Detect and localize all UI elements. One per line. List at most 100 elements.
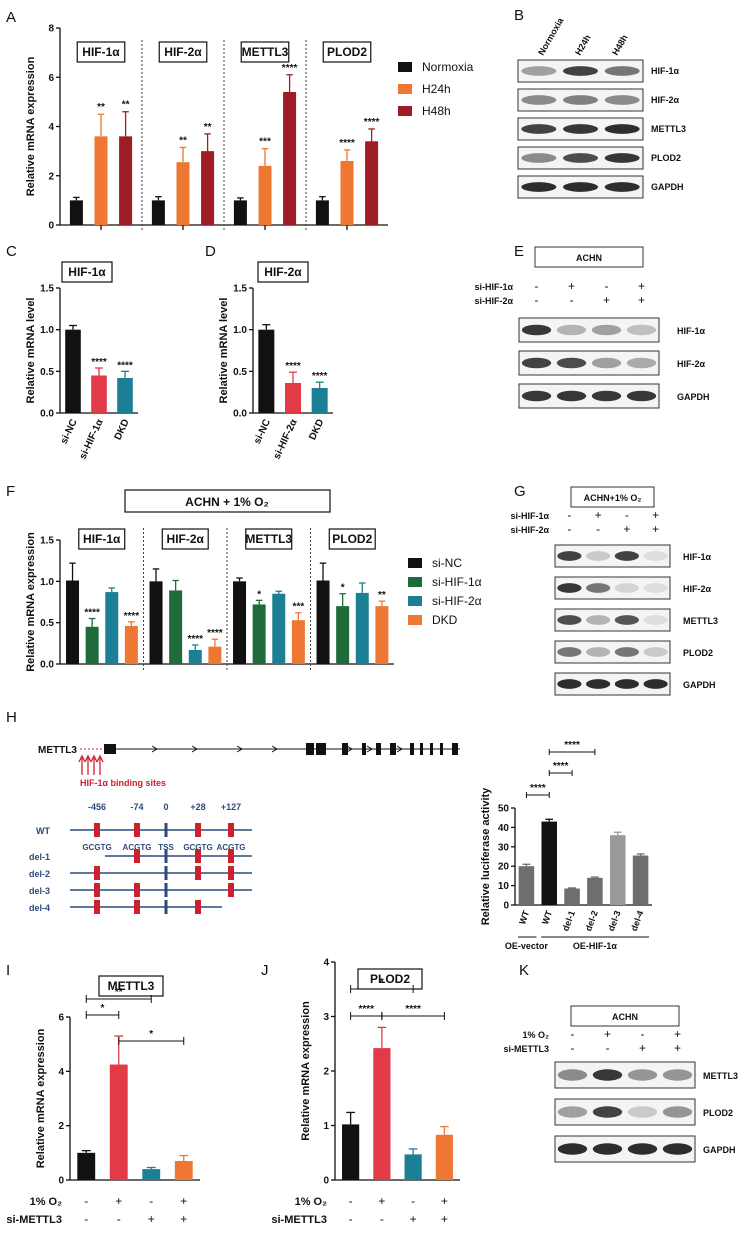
blot-k-row-label: METTL3 [703,1071,738,1081]
panel-f-significance: * [257,589,261,600]
blot-g-3-band [643,647,668,657]
panel-f-3-bar [375,606,389,664]
panel-j-y-tick-label: 1 [323,1121,329,1132]
blot-g-3-band [586,647,611,657]
panel-f-condition-box [124,489,331,513]
blot-e-condition-label: si-HIF-2α [474,296,513,306]
blot-b-2-band [604,124,640,134]
blot-e-header-box [534,246,644,268]
panel-d-y-tick-label: 1.5 [233,284,247,295]
motif-marker [94,900,100,914]
panel-f-1-bar [169,590,183,664]
blot-e-1-band [556,357,587,369]
panel-i-condition-label: 1% O₂ [30,1196,63,1208]
binding-site-label: HIF-1α binding sites [80,778,166,788]
blot-k-condition-label: 1% O₂ [522,1030,549,1040]
blot-e-condition-mark: + [638,279,645,293]
panel-a-y-label: Relative mRNA expression [25,56,37,196]
panel-a-group-title: HIF-2α [164,45,202,59]
panel-a-significance: ** [97,102,105,113]
gene-diagram: METTL3 HIF-1α binding sites -456 -74 0 +28 +12… [29,743,460,914]
panel-labels: A B C D E F G H I J K [6,7,529,979]
panel-h-significance: **** [553,761,569,772]
panel-c-x-tick-label: DKD [113,418,132,442]
panel-label-B: B [514,7,524,24]
blot-g-condition-mark: - [567,522,571,536]
blot-e-condition-mark: + [568,279,575,293]
blot-g-2-membrane [554,608,671,632]
panel-a-significance: ** [204,122,212,133]
blot-g-0-membrane [554,544,671,568]
panel-i-significance: * [149,1029,153,1040]
panel-j-2-bar [404,1154,422,1180]
blot-e-2-band [591,390,622,402]
panel-label-I: I [6,962,10,979]
motif-marker [134,823,140,837]
blot-k-condition-mark: + [674,1041,681,1055]
panel-i-condition-mark: - [84,1194,88,1208]
panel-label-G: G [514,483,526,500]
panel-f-y-tick-label: 1.0 [40,577,54,588]
blot-g-1-band [614,583,639,593]
panel-f-1-bar [336,606,350,664]
panel-c-y-tick-label: 0.5 [40,367,54,378]
panel-d-title: HIF-2α [264,265,302,279]
panel-a-y-tick-label: 4 [48,122,54,133]
panel-h-0-bar [518,866,535,905]
panel-f-0-bar [233,581,247,664]
panel-d-x-tick-label: si-NC [252,418,273,446]
blot-g-0-band [557,551,582,561]
panel-f-2-bar [188,649,202,664]
motif-marker [228,823,234,837]
tss-marker [164,900,168,914]
panel-f-0-bar [66,580,80,664]
motif-marker [94,823,100,837]
construct-label: del-1 [29,852,50,862]
panel-h-group-label: OE-vector [505,941,549,951]
panel-i-y-label: Relative mRNA expression [35,1028,47,1168]
blot-g-4-band [643,679,668,689]
intron-arrow [236,745,243,753]
blot-k-header: ACHN [612,1012,638,1022]
panel-f-significance: **** [187,634,203,645]
blot-b-column-label: H24h [573,33,593,57]
panel-h-y-tick-label: 50 [498,804,510,815]
panel-c-x-tick-label: si-HIF-1α [78,417,106,461]
panel-a-group-title-box [158,41,208,63]
blot-g-row-label: PLOD2 [683,648,713,658]
panel-i-0-bar [77,1152,96,1180]
panel-f-legend-label: DKD [432,613,458,627]
panel-c-y-label: Relative mRNA level [25,298,37,404]
panel-f-group-title-box [328,528,376,550]
panel-f-0-bar [149,581,163,664]
panel-j-title: PLOD2 [370,972,410,986]
panel-a-group-title-box [240,41,290,63]
blot-g-0-band [643,551,668,561]
panel-h-x-tick-label: del-3 [606,909,623,932]
blot-b-row-label: HIF-1α [651,66,680,76]
blot-b-row-label: METTL3 [651,124,686,134]
panel-f-significance: ** [378,590,386,601]
panel-d-y-tick-label: 1.0 [233,325,247,336]
panel-h-4-bar [609,835,626,905]
motif-position: +127 [221,802,241,812]
panel-f-group-title: HIF-1α [83,532,121,546]
panel-h-y-tick-label: 30 [498,842,510,853]
blot-k-1-band [557,1106,588,1118]
motif-label: ACGTG [217,843,246,852]
blot-g-row-label: HIF-1α [683,552,712,562]
tss-marker [164,823,168,837]
panel-a-significance: **** [282,63,298,74]
panel-a-legend-swatch [398,106,412,116]
blot-e-0-band [591,324,622,336]
panel-f-y-tick-label: 1.5 [40,536,54,547]
panel-label-J: J [261,962,269,979]
construct-label: del-3 [29,886,50,896]
panel-i-condition-mark: + [180,1212,187,1226]
panel-h-y-tick-label: 0 [503,901,509,912]
panel-f-condition: ACHN + 1% O₂ [185,495,269,509]
panel-f-y-tick-label: 0.5 [40,618,54,629]
blot-b-2-band [521,124,557,134]
panel-f-legend-swatch [408,577,422,587]
blot-k-condition-label: si-METTL3 [503,1044,549,1054]
